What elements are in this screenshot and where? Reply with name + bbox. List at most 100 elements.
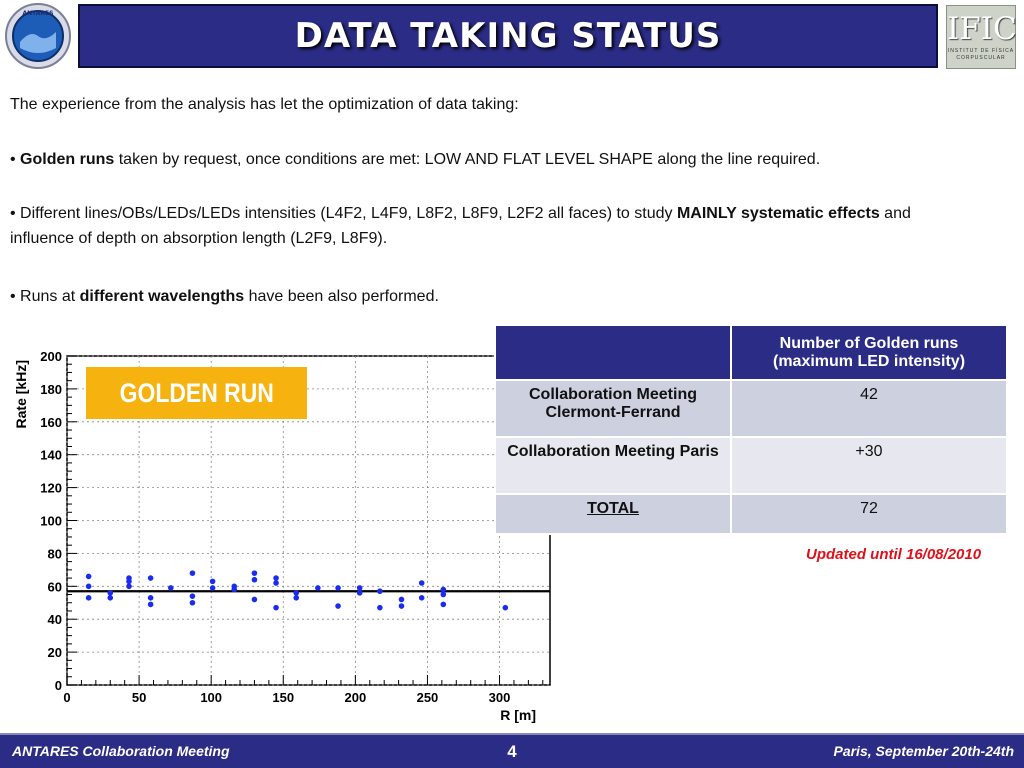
footer-bar: ANTARES Collaboration Meeting 4 Paris, S… [0,733,1024,768]
data-point [168,585,174,591]
y-tick-label: 100 [40,514,62,529]
y-tick-label: 160 [40,415,62,430]
data-point [273,575,279,581]
table-row: Collaboration Meeting Paris +30 [494,436,1008,495]
data-point [189,570,196,576]
row-label-paris: Collaboration Meeting Paris [494,436,732,495]
antares-logo: ANTARES [4,2,72,70]
bullet-different-lines-pre: • Different lines/OBs/LEDs/LEDs intensit… [10,205,677,222]
data-point [502,604,509,611]
page-title: DATA TAKING STATUS [294,16,722,56]
x-axis-label: R [m] [500,707,536,723]
data-point [335,585,341,591]
data-point [293,590,300,596]
table-header-row: Number of Golden runs (maximum LED inten… [494,324,1008,381]
data-point [126,578,132,585]
data-point [377,588,383,595]
row-label-clermont: Collaboration Meeting Clermont-Ferrand [494,379,732,438]
data-point [356,585,363,591]
data-point [147,595,154,601]
bullet-different-lines-rest: and influence of depth on absorption len… [10,205,911,247]
y-tick-label: 20 [48,645,62,660]
table-row: Collaboration Meeting Clermont-Ferrand 4… [494,379,1008,438]
row-value-paris: +30 [730,436,1008,495]
data-point [293,595,300,601]
bullet-golden-runs-bold: Golden runs [20,151,115,168]
intro-text: The experience from the analysis has let… [10,96,519,113]
data-point [356,590,363,596]
y-tick-label: 180 [40,382,62,397]
data-point [273,580,279,586]
data-point [189,599,196,606]
data-point [85,595,92,601]
ific-logo-sub2: CORPUSCULAR [956,55,1006,61]
golden-run-badge-label: GOLDEN RUN [119,377,274,408]
ific-logo-sub1: INSTITUT DE FÍSICA [947,48,1015,54]
ific-logo-text: IFIC [947,11,1017,47]
y-tick-label: 120 [40,481,62,496]
total-label: TOTAL [587,500,639,517]
data-point [189,593,196,599]
row-label-total: TOTAL [494,493,732,535]
bullet-wavelengths: • Runs at different wavelengths have bee… [10,284,1010,309]
x-tick-label: 250 [417,690,439,705]
y-tick-label: 0 [55,678,62,693]
bullet-golden-runs: • Golden runs taken by request, once con… [10,151,821,168]
data-point [440,586,447,593]
bullet-different-lines-bold: MAINLY systematic effects [676,205,880,222]
x-tick-label: 300 [489,690,511,705]
bullet-golden-runs-rest: taken by request, once conditions are me… [114,151,821,168]
data-point [377,604,383,611]
x-tick-label: 150 [272,690,294,705]
y-tick-label: 40 [48,612,62,627]
footer-meeting-name: ANTARES Collaboration Meeting [12,743,230,759]
updated-note: Updated until 16/08/2010 [806,546,982,563]
table-row: TOTAL 72 [494,493,1008,535]
data-point [251,570,258,576]
data-point [418,580,425,586]
y-axis-label: Rate [kHz] [13,360,29,428]
x-tick-label: 200 [345,690,367,705]
data-point [440,591,447,598]
data-point [209,585,216,591]
bullet-wavelengths-pre: • Runs at [10,288,80,305]
table-header-empty [494,324,732,381]
antares-logo-text: ANTARES [23,10,54,17]
bullet-wavelengths-rest: have been also performed. [244,288,439,305]
data-point [107,590,114,596]
footer-location-date: Paris, September 20th-24th [833,743,1014,759]
title-bar: DATA TAKING STATUS [78,4,938,68]
y-tick-label: 140 [40,448,62,463]
rate-vs-r-scatter-chart: 0 20 40 60 80 100 120 140 160 180 200 0 50 100 150 200 2… [13,349,551,723]
data-point [231,586,238,593]
x-tick-label: 0 [63,690,70,705]
data-point [398,603,405,609]
data-point [335,603,341,609]
golden-run-badge: GOLDEN RUN [86,367,307,419]
data-point [418,595,425,601]
data-point [107,595,114,601]
data-point [85,573,92,580]
golden-runs-table: Number of Golden runs (maximum LED inten… [494,324,1008,535]
data-point [440,601,447,608]
bullet-different-lines: • Different lines/OBs/LEDs/LEDs intensit… [10,201,970,251]
bullet-wavelengths-bold: different wavelengths [79,288,245,305]
y-tick-label: 80 [48,546,62,561]
data-point [251,576,258,583]
row-value-clermont: 42 [730,379,1008,438]
ific-logo: IFIC INSTITUT DE FÍSICA CORPUSCULAR [946,5,1017,69]
footer-page-number: 4 [507,742,517,761]
data-point [273,604,279,611]
data-point [251,596,258,603]
y-tick-label: 60 [48,579,62,594]
data-point [209,578,216,585]
data-point [126,583,132,590]
data-point [315,585,321,591]
data-point [398,596,405,603]
data-point [147,601,154,608]
data-point [85,583,92,590]
table-header-golden-runs: Number of Golden runs (maximum LED inten… [730,324,1008,381]
y-tick-label: 200 [40,349,62,364]
data-point [147,575,154,581]
x-tick-label: 100 [200,690,222,705]
